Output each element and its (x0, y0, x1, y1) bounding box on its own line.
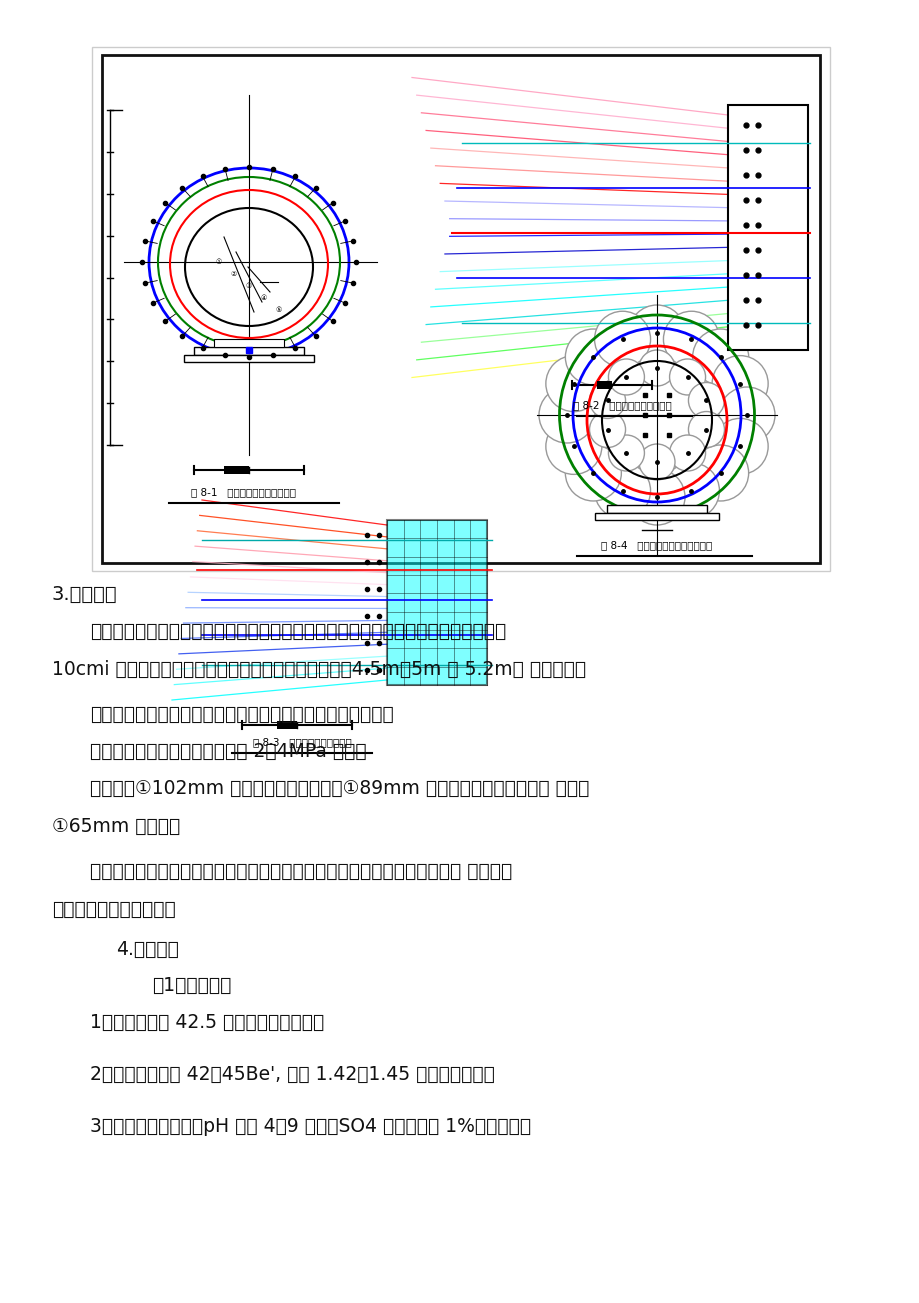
Circle shape (687, 383, 723, 418)
Text: 按设计要求准确地测出隧道开挖轮廓线及孔口位置，用红油漆画出，其误差不得大于: 按设计要求准确地测出隧道开挖轮廓线及孔口位置，用红油漆画出，其误差不得大于 (90, 622, 505, 641)
Circle shape (711, 356, 767, 412)
Bar (596, 380, 611, 390)
Circle shape (692, 446, 748, 500)
Circle shape (539, 387, 595, 443)
Circle shape (719, 387, 774, 443)
Bar (277, 721, 297, 728)
Circle shape (589, 412, 625, 447)
Text: ④: ④ (261, 294, 267, 301)
Text: 注浆孔用①102mm 的钻头开孔，孔内安装①89mm 的无缝钢管作孔口管，深 钻时用: 注浆孔用①102mm 的钻头开孔，孔内安装①89mm 的无缝钢管作孔口管，深 钻… (90, 779, 589, 797)
Circle shape (545, 356, 601, 412)
Text: 液压钻孔台车钻孔时推进压力在 2～4MPa 之间。: 液压钻孔台车钻孔时推进压力在 2～4MPa 之间。 (90, 741, 367, 761)
Bar (214, 339, 284, 347)
Circle shape (629, 305, 685, 361)
Circle shape (639, 444, 675, 480)
Bar (194, 347, 303, 354)
Circle shape (669, 435, 705, 470)
Text: 坍塌，并防止浆液外溢。: 坍塌，并防止浆液外溢。 (52, 900, 176, 919)
Circle shape (687, 412, 723, 447)
Bar (595, 513, 719, 520)
Text: 4.注浆作业: 4.注浆作业 (116, 939, 178, 959)
Bar (727, 106, 807, 351)
Circle shape (607, 435, 643, 470)
Circle shape (692, 330, 748, 384)
Text: 3.钻孔作业: 3.钻孔作业 (52, 585, 118, 605)
Bar (223, 466, 249, 474)
Circle shape (565, 330, 620, 384)
Circle shape (663, 311, 719, 367)
Bar (729, 107, 805, 348)
Text: 图 8-1   注浆孔口布置正面示意图: 图 8-1 注浆孔口布置正面示意图 (191, 487, 296, 496)
Text: ①65mm 的钻头。: ①65mm 的钻头。 (52, 817, 180, 837)
Text: 图 8-3   注浆孔立面布置示意图: 图 8-3 注浆孔立面布置示意图 (253, 737, 351, 747)
Text: ③: ③ (245, 283, 252, 289)
Bar (102, 55, 819, 563)
Bar (184, 354, 313, 362)
Text: ①: ① (216, 259, 221, 265)
Text: ②: ② (231, 271, 237, 278)
Text: 1）水泥：采用 42.5 级普通硅酸盐水泥。: 1）水泥：采用 42.5 级普通硅酸盐水泥。 (90, 1012, 323, 1032)
Circle shape (629, 469, 685, 525)
Circle shape (639, 351, 675, 386)
Circle shape (711, 418, 767, 474)
Circle shape (565, 446, 620, 500)
Circle shape (594, 311, 650, 367)
Text: 图 8-4   注浆孔纵断面管布置示意图: 图 8-4 注浆孔纵断面管布置示意图 (601, 539, 712, 550)
Text: 孔口管安装在注浆孔的口端，梅花形布置，孔口管的作用是注浆时保护附近 的岩石不: 孔口管安装在注浆孔的口端，梅花形布置，孔口管的作用是注浆时保护附近 的岩石不 (90, 863, 512, 881)
Circle shape (663, 463, 719, 519)
Text: 2）水玻璃：浓度 42～45Be', 密度 1.42～1.45 的水玻璃原液。: 2）水玻璃：浓度 42～45Be', 密度 1.42～1.45 的水玻璃原液。 (90, 1065, 494, 1084)
Bar (607, 506, 706, 513)
Bar (92, 47, 829, 571)
Bar (387, 520, 486, 685)
Circle shape (545, 418, 601, 474)
Circle shape (669, 358, 705, 395)
Text: （1）注浆材料: （1）注浆材料 (152, 976, 231, 995)
Text: 钻孔完毕，按钻杆联结的相反程序拆除钻杆，钻机退回原位。: 钻孔完毕，按钻杆联结的相反程序拆除钻杆，钻机退回原位。 (90, 705, 393, 724)
Text: 10cmi 为控制钻孔角度、在钻杆尾部安装一定的钻杆（4.5m、5m 及 5.2m） 进行钻孔。: 10cmi 为控制钻孔角度、在钻杆尾部安装一定的钻杆（4.5m、5m 及 5.2… (52, 661, 585, 679)
Text: ⑤: ⑤ (276, 308, 282, 313)
Circle shape (594, 463, 650, 519)
Text: 图 8-2   注浆孔平面布置示意图: 图 8-2 注浆孔平面布置示意图 (572, 400, 671, 410)
Circle shape (589, 383, 625, 418)
Circle shape (607, 358, 643, 395)
Text: 3）水：采用饮用水，pH 值在 4～9 之间，SO4 含量不超过 1%水温不低于: 3）水：采用饮用水，pH 值在 4～9 之间，SO4 含量不超过 1%水温不低于 (90, 1117, 530, 1136)
